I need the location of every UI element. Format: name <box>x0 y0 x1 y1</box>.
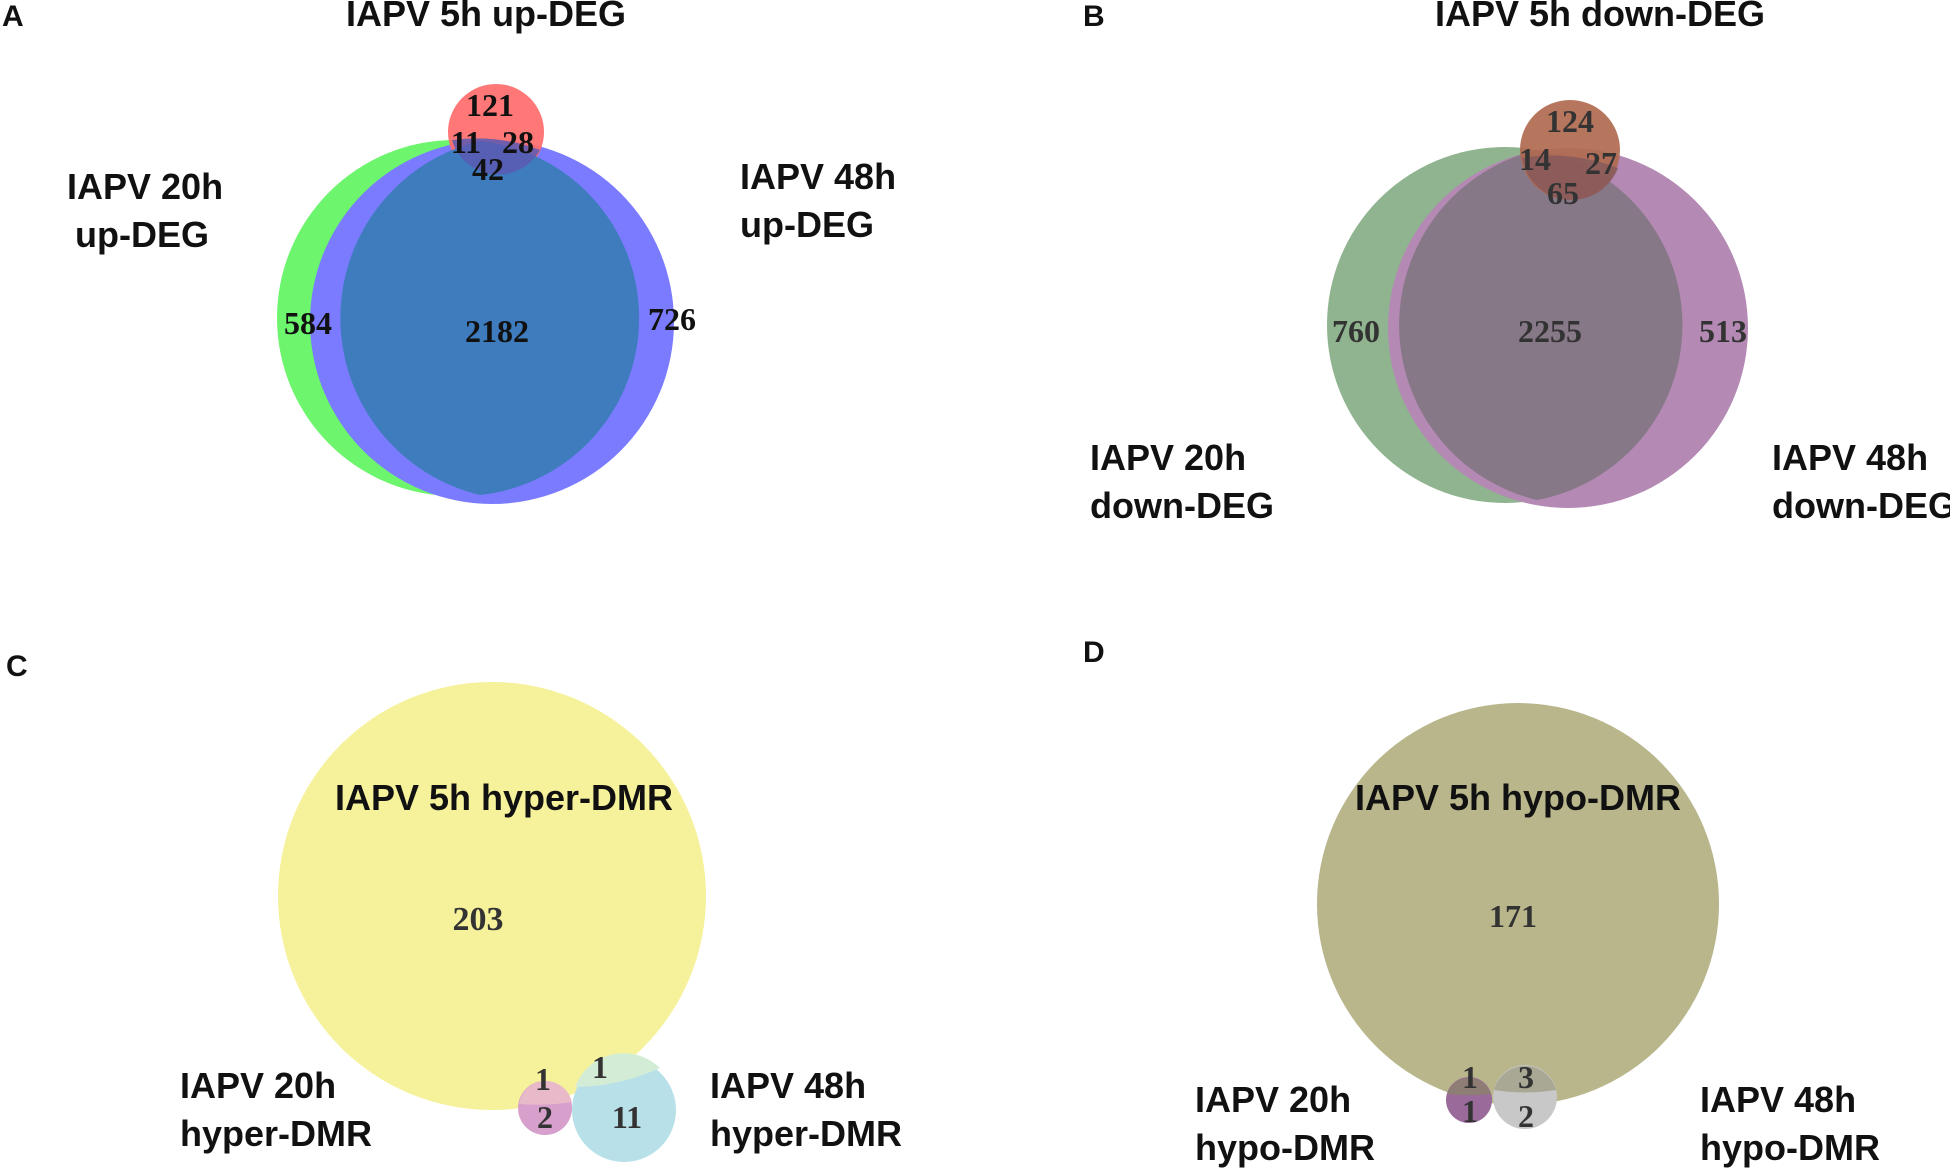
panel-d-5h-circle <box>1317 703 1719 1105</box>
panel-d-right-label-line2: hypo-DMR <box>1700 1127 1880 1168</box>
panel-d-count-5h-20h: 1 <box>1462 1059 1478 1095</box>
panel-b-count-only-20h: 760 <box>1332 313 1380 349</box>
panel-c-left-label-line1: IAPV 20h <box>180 1065 336 1106</box>
panel-d-letter: D <box>1083 636 1105 669</box>
panel-c-letter: C <box>6 650 28 683</box>
panel-b-count-5h-48h: 27 <box>1585 145 1617 181</box>
panel-b-count-only-48h: 513 <box>1699 313 1747 349</box>
panel-a-count-only-48h: 726 <box>648 301 696 337</box>
panel-a-title: IAPV 5h up-DEG <box>346 0 626 34</box>
panel-c-5h-label: IAPV 5h hyper-DMR <box>335 777 673 818</box>
panel-b-count-all: 65 <box>1547 175 1579 211</box>
panel-a-left-label-line2: up-DEG <box>75 214 209 255</box>
panel-b-title: IAPV 5h down-DEG <box>1435 0 1765 34</box>
panel-d-count-only-20h: 1 <box>1462 1093 1478 1129</box>
panel-b-count-only-5h: 124 <box>1546 103 1594 139</box>
panel-d-left-label-line1: IAPV 20h <box>1195 1079 1351 1120</box>
panel-a-count-5h-20h: 11 <box>451 124 481 160</box>
panel-c-count-5h-48h: 1 <box>592 1049 608 1085</box>
panel-d-5h-label: IAPV 5h hypo-DMR <box>1355 777 1681 818</box>
panel-b-left-label-line1: IAPV 20h <box>1090 437 1246 478</box>
panel-a-right-label-line2: up-DEG <box>740 204 874 245</box>
panel-d-count-only-5h: 171 <box>1489 898 1537 934</box>
panel-b-count-5h-20h: 14 <box>1519 141 1551 177</box>
panel-a-right-label-line1: IAPV 48h <box>740 156 896 197</box>
panel-b-overlap-region <box>1399 150 1683 500</box>
panel-d-count-5h-48h: 3 <box>1518 1059 1534 1095</box>
panel-a-overlap-region <box>340 141 640 495</box>
panel-d: D IAPV 5h hypo-DMR 171 1 1 3 2 IAPV 20h … <box>1083 636 1880 1168</box>
panel-c-right-label-line1: IAPV 48h <box>710 1065 866 1106</box>
panel-b: B IAPV 5h down-DEG 124 14 27 65 760 2255… <box>1083 0 1950 526</box>
panel-c-count-only-48h: 11 <box>612 1099 642 1135</box>
panel-a-count-5h-48h: 28 <box>502 124 534 160</box>
panel-a: A IAPV 5h up-DEG 121 11 28 42 584 2182 7… <box>2 0 896 504</box>
panel-c-5h-circle <box>278 682 706 1110</box>
panel-b-letter: B <box>1083 0 1105 33</box>
panel-b-count-20h-48h: 2255 <box>1518 313 1582 349</box>
panel-c-count-only-20h: 2 <box>537 1099 553 1135</box>
panel-b-right-label-line2: down-DEG <box>1772 485 1950 526</box>
panel-a-count-only-5h: 121 <box>466 87 514 123</box>
panel-c: C IAPV 5h hyper-DMR 203 1 2 1 11 IAPV 20… <box>6 650 902 1162</box>
panel-a-count-only-20h: 584 <box>284 305 332 341</box>
panel-c-count-only-5h: 203 <box>453 901 504 938</box>
panel-d-count-only-48h: 2 <box>1518 1098 1534 1134</box>
panel-d-right-label-line1: IAPV 48h <box>1700 1079 1856 1120</box>
panel-a-count-20h-48h: 2182 <box>465 313 529 349</box>
panel-b-right-label-line1: IAPV 48h <box>1772 437 1928 478</box>
panel-c-left-label-line2: hyper-DMR <box>180 1113 372 1154</box>
panel-a-count-all: 42 <box>472 151 504 187</box>
panel-a-letter: A <box>2 0 24 33</box>
panel-d-left-label-line2: hypo-DMR <box>1195 1127 1375 1168</box>
panel-b-left-label-line2: down-DEG <box>1090 485 1274 526</box>
panel-c-count-5h-20h: 1 <box>535 1061 551 1097</box>
panel-c-right-label-line2: hyper-DMR <box>710 1113 902 1154</box>
panel-a-left-label-line1: IAPV 20h <box>67 166 223 207</box>
